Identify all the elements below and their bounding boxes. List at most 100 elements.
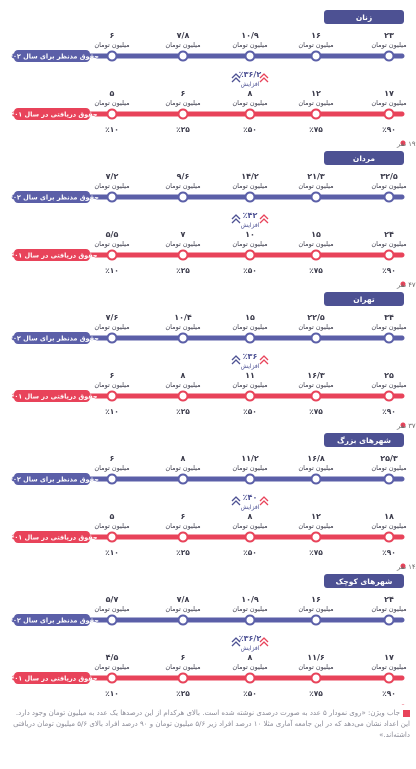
panel-3-received-unit-2: میلیون تومان — [165, 381, 200, 389]
panel-5-expected-unit-1: میلیون تومان — [94, 605, 129, 613]
panel-3-up-arrow-icon-2 — [259, 355, 269, 365]
panel-5-expected-point-3 — [244, 614, 256, 626]
panel-5-received-value-5: ۱۷ — [384, 653, 394, 662]
panel-4-expected-point-3 — [244, 473, 256, 485]
panel-4-expected-unit-4: میلیون تومان — [298, 464, 333, 472]
panel-4-title: شهرهای بزرگ — [337, 435, 391, 445]
panel-3-received-value-5: ۲۵ — [384, 371, 394, 380]
panel-5-received-label-pill — [14, 672, 90, 684]
panel-3-expected-unit-2: میلیون تومان — [165, 323, 200, 331]
panel-1-up-arrow-icon — [231, 73, 241, 83]
panel-5-expected-unit-5: میلیون تومان — [371, 605, 406, 613]
panel-4-expected-value-5: ۲۵/۳ — [380, 454, 398, 463]
panel-1-expected-value-3: ۱۰/۹ — [241, 31, 259, 40]
panel-1-received-label-pill — [14, 108, 90, 120]
panel-4-received-value-1: ۵ — [110, 512, 115, 521]
panel-3-expected-unit-3: میلیون تومان — [232, 323, 267, 331]
panel-2-expected-point-1 — [106, 191, 118, 203]
panel-5-received-value-2: ۶ — [181, 653, 186, 662]
panel-2-percentile-2: ٪۲۵ — [176, 266, 190, 275]
panel-4-received-label-pill-text: حقوق دریافتی در سال ۱۴۰۱ — [6, 534, 97, 542]
panel-2-received-value-5: ۲۴ — [384, 230, 394, 239]
panel-5-expected-value-1: ۵/۷ — [106, 595, 119, 604]
panel-4-expected-value-1: ۶ — [110, 454, 115, 463]
panel-2-expected-value-1: ۷/۲ — [106, 172, 119, 181]
panel-3-received-unit-3: میلیون تومان — [232, 381, 267, 389]
panel-4-received-point-5 — [383, 531, 395, 543]
panel-5-expected-point-4 — [310, 614, 322, 626]
panel-3-received-point-3 — [244, 390, 256, 402]
panel-2-count-bullet — [400, 281, 406, 287]
panel-5-title: شهرهای کوچک — [336, 577, 393, 586]
panel-1-count-bullet — [400, 140, 406, 146]
panel-5-percentile-5: ٪۹۰ — [382, 689, 396, 698]
panel-3-percentile-3: ٪۵۰ — [243, 407, 257, 416]
panel-1-received-unit-4: میلیون تومان — [298, 99, 333, 107]
panel-2-expected-unit-2: میلیون تومان — [165, 182, 200, 190]
panel-5-received-unit-1: میلیون تومان — [94, 663, 129, 671]
panel-1-change-label: افزایش — [241, 81, 260, 88]
panel-2-up-arrow-icon — [231, 214, 241, 224]
panel-3-received-point-1 — [106, 390, 118, 402]
panel-2-percentile-3: ٪۵۰ — [243, 266, 257, 275]
panel-3-title: تهران — [353, 295, 375, 304]
panel-5-received-unit-3: میلیون تومان — [232, 663, 267, 671]
panel-3-expected-unit-5: میلیون تومان — [371, 323, 406, 331]
panel-2-up-arrow-icon-2 — [259, 214, 269, 224]
panel-1-percentile-3: ٪۵۰ — [243, 125, 257, 134]
panel-1-expected-label-pill-text: حقوق مدنظر برای سال ۱۴۰۲ — [5, 53, 99, 61]
panel-4-expected-label-pill-text: حقوق مدنظر برای سال ۱۴۰۲ — [5, 476, 99, 484]
panel-1-received-value-5: ۱۷ — [384, 89, 394, 98]
panel-3-change-label: افزایش — [241, 363, 260, 370]
panel-3-received-unit-5: میلیون تومان — [371, 381, 406, 389]
red-square-marker — [403, 709, 410, 717]
panel-1-percentile-1: ٪۱۰ — [105, 125, 119, 134]
panel-3-received-label-pill — [14, 390, 90, 402]
panel-3-expected-point-5 — [383, 332, 395, 344]
panel-5-percentile-3: ٪۵۰ — [243, 689, 257, 698]
panel-1-expected-label-pill — [14, 50, 90, 62]
panel-2-expected-unit-5: میلیون تومان — [371, 182, 406, 190]
panel-1-percentile-4: ٪۷۵ — [309, 125, 323, 134]
panel-3-percentile-2: ٪۲۵ — [176, 407, 190, 416]
panel-2-expected-value-4: ۲۱/۳ — [307, 172, 325, 181]
panel-1-received-unit-1: میلیون تومان — [94, 99, 129, 107]
panel-1-expected-unit-2: میلیون تومان — [165, 41, 200, 49]
panel-2-expected-label-pill-text: حقوق مدنظر برای سال ۱۴۰۲ — [5, 194, 99, 202]
panel-2-expected-value-5: ۳۲/۵ — [380, 172, 398, 181]
panel-1-received-point-3 — [244, 108, 256, 120]
panel-3-received-label-pill-text: حقوق دریافتی در سال ۱۴۰۱ — [6, 393, 97, 401]
panel-3-expected-value-2: ۱۰/۴ — [174, 313, 192, 322]
panel-3-expected-value-1: ۷/۶ — [106, 313, 119, 322]
panel-4-expected-unit-5: میلیون تومان — [371, 464, 406, 472]
panel-3-up-arrow-icon — [231, 355, 241, 365]
panel-2-received-value-2: ۷ — [181, 230, 186, 239]
panel-1-percentile-2: ٪۲۵ — [176, 125, 190, 134]
panel-5-count-text: تعداد شرکت‌کنندگان شاغل در شهرهای کوچک: … — [396, 703, 416, 705]
panel-1-change-value: ٪۳۶/۲ — [239, 70, 262, 79]
panel-3-change-value: ٪۳۶ — [243, 352, 258, 361]
panel-3-expected-value-4: ۲۲/۵ — [307, 313, 325, 322]
panel-4-change-value: ٪۴۰ — [243, 493, 258, 502]
panel-1-received-point-1 — [106, 108, 118, 120]
panel-2-received-point-4 — [310, 249, 322, 261]
panel-2-received-unit-5: میلیون تومان — [371, 240, 406, 248]
panel-1-percentile-5: ٪۹۰ — [382, 125, 396, 134]
panel-4-received-value-4: ۱۲ — [311, 512, 321, 521]
panel-2-expected-point-2 — [177, 191, 189, 203]
panel-2-change-label: افزایش — [241, 222, 260, 229]
panel-5-up-arrow-icon-2 — [259, 637, 269, 647]
panel-4-percentile-3: ٪۵۰ — [243, 548, 257, 557]
panel-5-percentile-4: ٪۷۵ — [309, 689, 323, 698]
panel-2-title: مردان — [353, 154, 375, 163]
panel-4-up-arrow-icon — [231, 496, 241, 506]
panel-2-percentile-1: ٪۱۰ — [105, 266, 119, 275]
panel-2-received-point-1 — [106, 249, 118, 261]
panel-3-percentile-1: ٪۱۰ — [105, 407, 119, 416]
panel-1-expected-point-1 — [106, 50, 118, 62]
methodology-text: جاب ویژن: «روی نمودار ۵ عدد به صورت درصد… — [13, 709, 410, 739]
panel-3-received-unit-1: میلیون تومان — [94, 381, 129, 389]
panel-5-percentile-1: ٪۱۰ — [105, 689, 119, 698]
